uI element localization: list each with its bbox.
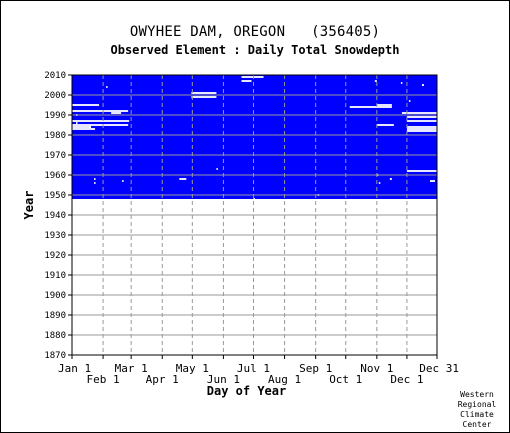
credit-line: Western [460, 390, 494, 399]
y-tick-label: 2000 [44, 91, 66, 101]
y-tick-label: 1940 [44, 211, 66, 221]
x-tick-label: Dec 31 [419, 362, 459, 375]
missing-data-segment [72, 120, 130, 122]
missing-data-segment [376, 124, 394, 126]
y-tick-label: 1880 [44, 331, 66, 341]
credit-label: Western Regional Climate Center [452, 390, 502, 430]
credit-line: Center [462, 420, 492, 429]
station-id: (356405) [311, 24, 381, 40]
y-tick-label: 1870 [44, 351, 66, 361]
missing-data-segment [122, 180, 124, 182]
x-tick-label: May 1 [176, 362, 209, 375]
missing-data-segment [429, 180, 435, 182]
missing-data-segment [106, 86, 108, 88]
x-tick-label: Apr 1 [146, 373, 179, 386]
missing-data-segment [216, 168, 218, 170]
x-tick-label: Nov 1 [360, 362, 393, 375]
y-tick-label: 1990 [44, 111, 66, 121]
missing-data-segment [408, 100, 411, 102]
missing-data-segment [72, 104, 100, 106]
missing-data-segment [72, 128, 96, 130]
chart-title: OWYHEE DAM, OREGON (356405) [0, 24, 510, 40]
x-tick-label: Jan 1 [58, 362, 91, 375]
x-tick-label: Mar 1 [115, 362, 148, 375]
x-tick-label: Oct 1 [329, 373, 362, 386]
missing-data-segment [111, 112, 122, 114]
missing-data-segment [72, 124, 129, 126]
missing-data-segment [401, 112, 437, 114]
x-tick-label: Aug 1 [268, 373, 301, 386]
y-tick-label: 1890 [44, 311, 66, 321]
y-tick-label: 1920 [44, 251, 66, 261]
missing-data-segment [76, 122, 78, 124]
missing-data-segment [406, 116, 437, 118]
x-tick-label: Jul 1 [237, 362, 270, 375]
y-tick-label: 1970 [44, 151, 66, 161]
y-tick-label: 1980 [44, 131, 66, 141]
chart-subtitle: Observed Element : Daily Total Snowdepth [110, 43, 400, 57]
y-axis-title: Year [22, 191, 36, 220]
missing-data-segment [94, 178, 96, 180]
credit-line: Climate [460, 410, 494, 419]
y-tick-label: 1950 [44, 191, 66, 201]
missing-data-segment [406, 120, 437, 122]
y-tick-label: 1930 [44, 231, 66, 241]
missing-data-segment [374, 80, 377, 82]
x-tick-label: Dec 1 [390, 373, 423, 386]
missing-data-segment [191, 96, 217, 98]
missing-data-segment [421, 84, 424, 86]
missing-data-segment [241, 80, 252, 82]
x-tick-label: Jun 1 [207, 373, 240, 386]
missing-data-segment [406, 130, 437, 132]
missing-data-segment [253, 198, 255, 200]
station-name: OWYHEE DAM, OREGON [129, 24, 286, 40]
missing-data-segment [406, 128, 437, 130]
credit-line: Regional [457, 400, 497, 409]
missing-data-segment [179, 178, 187, 180]
missing-data-segment [406, 126, 437, 128]
missing-data-segment [376, 104, 392, 106]
missing-data-segment [400, 82, 403, 84]
x-tick-label: Feb 1 [87, 373, 120, 386]
y-tick-label: 1960 [44, 171, 66, 181]
x-tick-label: Sep 1 [299, 362, 332, 375]
missing-data-segment [191, 92, 217, 94]
missing-data-segment [349, 106, 392, 108]
missing-data-segment [89, 126, 91, 128]
missing-data-segment [72, 126, 92, 128]
missing-data-segment [241, 76, 264, 78]
missing-data-segment [406, 170, 437, 172]
missing-data-segment [378, 182, 381, 184]
x-axis-title: Day of Year [207, 384, 286, 398]
data-coverage-block [72, 75, 437, 199]
missing-data-segment [94, 182, 96, 184]
missing-data-segment [389, 178, 392, 180]
y-tick-label: 2010 [44, 71, 66, 81]
y-tick-label: 1900 [44, 291, 66, 301]
y-tick-label: 1910 [44, 271, 66, 281]
missing-data-segment [72, 110, 129, 112]
